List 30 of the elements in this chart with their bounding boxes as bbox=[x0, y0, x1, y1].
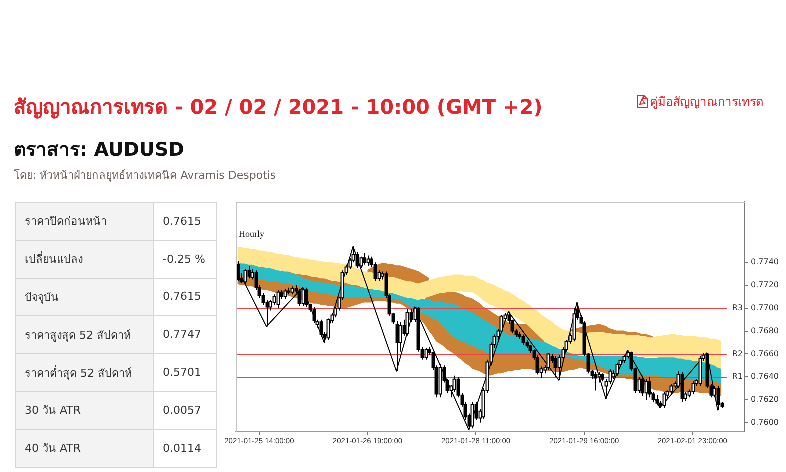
text: 40 วัน ATR bbox=[16, 429, 154, 468]
y-tick-label: 0.7720 bbox=[751, 280, 779, 290]
ref-line-label: R3 bbox=[732, 303, 743, 312]
text: เปลี่ยนแปลง bbox=[16, 240, 154, 278]
text: โดย: หัวหน้าฝ่ายกลยุทธ์ทางเทคนิค Avramis Despotis bbox=[14, 168, 276, 184]
text: ราคาสูงสุด 52 สัปดาห์ bbox=[16, 316, 154, 354]
ref-line-label: R2 bbox=[732, 349, 743, 358]
annotation: Hourly bbox=[239, 229, 265, 239]
text: -0.25 % bbox=[154, 240, 216, 278]
text: 0.7615 bbox=[154, 202, 216, 240]
y-tick-label: 0.7740 bbox=[751, 258, 779, 267]
y-tick-label: 0.7680 bbox=[751, 326, 779, 336]
text: ตราสาร: AUDUSD bbox=[14, 138, 184, 163]
text: 0.0114 bbox=[154, 429, 216, 468]
y-tick-label: 0.7640 bbox=[751, 372, 779, 382]
text: 30 วัน ATR bbox=[16, 391, 154, 430]
text: 0.7747 bbox=[154, 316, 216, 354]
text: คู่มือสัญญาณการเทรด bbox=[650, 94, 764, 111]
text: ราคาปิดก่อนหน้า bbox=[16, 202, 154, 240]
y-tick-label: 0.7700 bbox=[751, 303, 779, 312]
y-tick-label: 0.7660 bbox=[751, 349, 779, 358]
ref-line-label: R1 bbox=[732, 372, 743, 382]
text: 0.5701 bbox=[154, 354, 216, 392]
y-tick-label: 0.7600 bbox=[751, 418, 779, 427]
text: 0.7615 bbox=[154, 278, 216, 316]
text: ปัจจุบัน bbox=[16, 278, 154, 316]
text: 0.0057 bbox=[154, 391, 216, 430]
y-tick-label: 0.7620 bbox=[751, 395, 779, 404]
text: ราคาต่ำสุด 52 สัปดาห์ bbox=[16, 354, 154, 392]
text: สัญญาณการเทรด - 02 / 02 / 2021 - 10:00 (GMT +2) bbox=[14, 94, 543, 121]
